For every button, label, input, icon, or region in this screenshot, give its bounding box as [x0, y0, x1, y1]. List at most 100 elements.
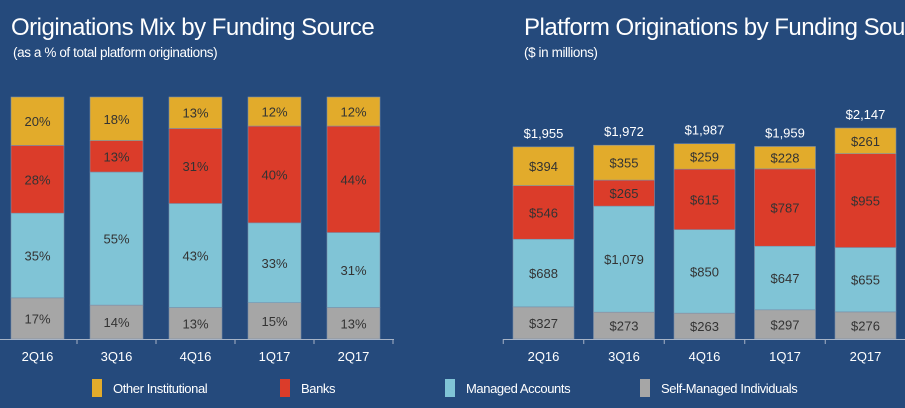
data-label: $355	[610, 156, 639, 171]
bar-segment	[326, 307, 381, 340]
data-label: 18%	[103, 112, 129, 127]
x-tick-label: 4Q16	[180, 349, 212, 364]
legend-label: Managed Accounts	[466, 380, 571, 396]
legend-item-banks: Banks	[280, 379, 336, 397]
data-label: $327	[529, 316, 558, 331]
bar-segment	[326, 125, 381, 233]
data-label: 17%	[24, 311, 50, 326]
legend-label: Self-Managed Individuals	[661, 380, 798, 396]
bar-segment	[168, 203, 223, 308]
bar-segment	[754, 245, 816, 311]
bar-segment	[168, 96, 223, 129]
data-label: 13%	[182, 316, 208, 331]
x-tick-label: 2Q17	[338, 349, 370, 364]
legend-label: Other Institutional	[113, 380, 208, 396]
total-label: $1,972	[604, 124, 644, 139]
total-label: $1,987	[685, 123, 725, 138]
bar-segment	[754, 168, 816, 247]
data-label: $955	[851, 194, 880, 209]
bar-segment	[673, 229, 736, 314]
data-label: $787	[771, 201, 800, 216]
bar-segment	[673, 143, 736, 170]
bar-segment	[512, 238, 575, 308]
bar-segment	[89, 96, 144, 141]
data-label: $297	[771, 317, 800, 332]
data-label: 13%	[103, 149, 129, 164]
bar-segment	[247, 96, 302, 127]
data-label: 35%	[24, 249, 50, 264]
legend-swatch	[445, 379, 455, 397]
x-tick-label: 4Q16	[689, 349, 721, 364]
bar-segment	[10, 96, 65, 146]
bar-segment	[754, 146, 816, 170]
bar-segment	[326, 232, 381, 308]
legend-label: Banks	[301, 380, 336, 396]
data-label: $265	[610, 186, 639, 201]
x-tick-label: 2Q16	[528, 349, 560, 364]
legend-item-self-managed-individuals: Self-Managed Individuals	[640, 379, 798, 397]
data-label: 12%	[261, 105, 287, 120]
total-label: $2,147	[846, 107, 886, 122]
data-label: 13%	[340, 316, 366, 331]
legend-swatch	[280, 379, 290, 397]
data-label: 31%	[340, 263, 366, 278]
bar-segment	[834, 127, 897, 154]
bar-segment	[512, 306, 575, 340]
bar-segment	[168, 307, 223, 340]
data-label: $615	[690, 192, 719, 207]
data-label: $688	[529, 266, 558, 281]
data-label: 33%	[261, 256, 287, 271]
left-chart-title: Originations Mix by Funding Source	[11, 14, 375, 41]
legend-item-managed-accounts: Managed Accounts	[445, 379, 571, 397]
data-label: 13%	[182, 106, 208, 121]
data-label: 28%	[24, 172, 50, 187]
data-label: 12%	[340, 105, 366, 120]
bar-segment	[593, 179, 655, 207]
x-tick-label: 2Q16	[22, 349, 54, 364]
x-tick-label: 2Q17	[850, 349, 882, 364]
data-label: 55%	[103, 232, 129, 247]
bar-segment	[247, 302, 302, 340]
data-label: $261	[851, 134, 880, 149]
bar-segment	[673, 168, 736, 230]
x-tick-label: 3Q16	[608, 349, 640, 364]
legend-swatch	[640, 379, 650, 397]
legend-swatch	[92, 379, 102, 397]
bar-segment	[247, 222, 302, 303]
x-tick-label: 1Q17	[259, 349, 291, 364]
bar-segment	[512, 146, 575, 186]
bar-segment	[89, 171, 144, 306]
data-label: $228	[771, 151, 800, 166]
x-tick-label: 3Q16	[101, 349, 133, 364]
data-label: $647	[771, 271, 800, 286]
bar-segment	[834, 153, 897, 248]
left-chart-subtitle: (as a % of total platform originations)	[13, 45, 218, 60]
bar-segment	[593, 205, 655, 313]
bar-segment	[593, 144, 655, 181]
data-label: 40%	[261, 167, 287, 182]
total-label: $1,959	[765, 125, 805, 140]
bar-segment	[326, 96, 381, 127]
data-label: 44%	[340, 172, 366, 187]
data-label: 20%	[24, 114, 50, 129]
data-label: $546	[529, 205, 558, 220]
data-label: 15%	[261, 314, 287, 329]
data-label: $259	[690, 149, 719, 164]
total-label: $1,955	[524, 126, 564, 141]
bar-segment	[89, 140, 144, 173]
data-label: 31%	[182, 159, 208, 174]
data-label: $1,079	[604, 252, 644, 267]
data-label: 43%	[182, 249, 208, 264]
data-label: 14%	[103, 315, 129, 330]
data-label: $276	[851, 318, 880, 333]
legend-item-other-institutional: Other Institutional	[92, 379, 208, 397]
data-label: $273	[610, 319, 639, 334]
bar-segment	[247, 125, 302, 224]
bar-segment	[834, 247, 897, 313]
data-label: $655	[851, 273, 880, 288]
data-label: $394	[529, 159, 558, 174]
x-tick-label: 1Q17	[769, 349, 801, 364]
right-chart-title: Platform Originations by Funding Source¹	[524, 14, 905, 41]
right-chart-subtitle: ($ in millions)	[524, 45, 598, 60]
